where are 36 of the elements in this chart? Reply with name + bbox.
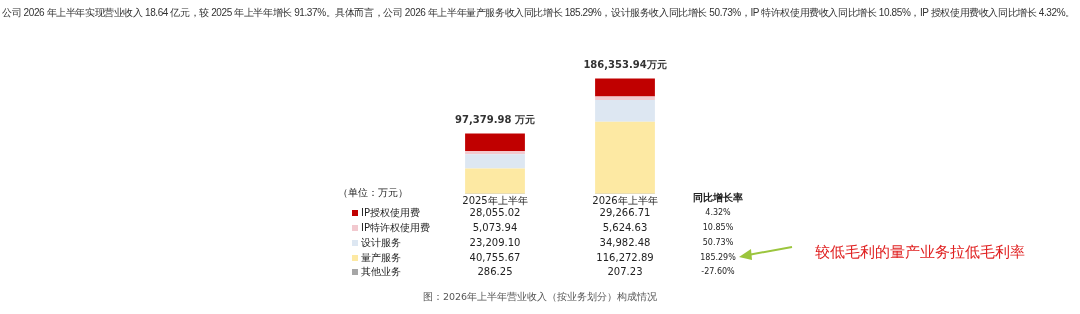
legend-label: IP特许权使用费 [360, 222, 430, 234]
text: 图：2026年上半年营业收入（按业务划分）构成情况 [422, 291, 658, 303]
text: （单位：万元） [338, 187, 408, 199]
legend-label: IP授权使用费 [360, 207, 420, 219]
chart-title: 公司 2026 年上半年实现营业收入 18.64 亿元，较 2025 年上半年增长 91.37%。具体而言，公司 2026 年上半年量产服务收入同比增长 185.29%，设计服务收入同比增长 50.73%，IP 特许权使用费收入同比增长 10.85%，IP 授权使用费收入同比增长 4.32%。 [2, 6, 1075, 20]
bar [465, 151, 525, 155]
x-tick-label: 2025年上半年 [462, 195, 528, 207]
legend-label: 其他业务 [360, 266, 401, 278]
data-label: 29,266.71 [599, 207, 651, 219]
text: 10.85% [702, 222, 734, 234]
data-label: 5,624.63 [602, 222, 648, 234]
text: 50.73% [702, 237, 734, 249]
data-label: 207.23 [607, 266, 643, 278]
text: 较低毛利的量产业务拉低毛利率 [815, 243, 1025, 261]
data-label: 40,755.67 [469, 252, 521, 264]
bar [595, 78, 655, 97]
data-label: 34,982.48 [599, 237, 651, 249]
bar [595, 121, 655, 194]
bar [465, 133, 525, 152]
total-label: 186,353.94万元 [583, 59, 667, 71]
bar [465, 154, 525, 169]
x-tick-label: 2026年上半年 [592, 195, 658, 207]
legend-label: 量产服务 [360, 252, 401, 264]
bar [465, 168, 525, 194]
text: 4.32% [705, 207, 731, 219]
data-label: 23,209.10 [469, 237, 521, 249]
text: 185.29% [700, 252, 736, 264]
data-label: 28,055.02 [469, 207, 521, 219]
text: -27.60% [701, 266, 735, 278]
legend-label: 设计服务 [360, 237, 401, 249]
data-label: 286.25 [477, 266, 513, 278]
text: 同比增长率 [693, 192, 743, 204]
bar [595, 100, 655, 122]
data-label: 116,272.89 [596, 252, 654, 264]
data-label: 5,073.94 [472, 222, 518, 234]
total-label: 97,379.98 万元 [455, 114, 535, 126]
